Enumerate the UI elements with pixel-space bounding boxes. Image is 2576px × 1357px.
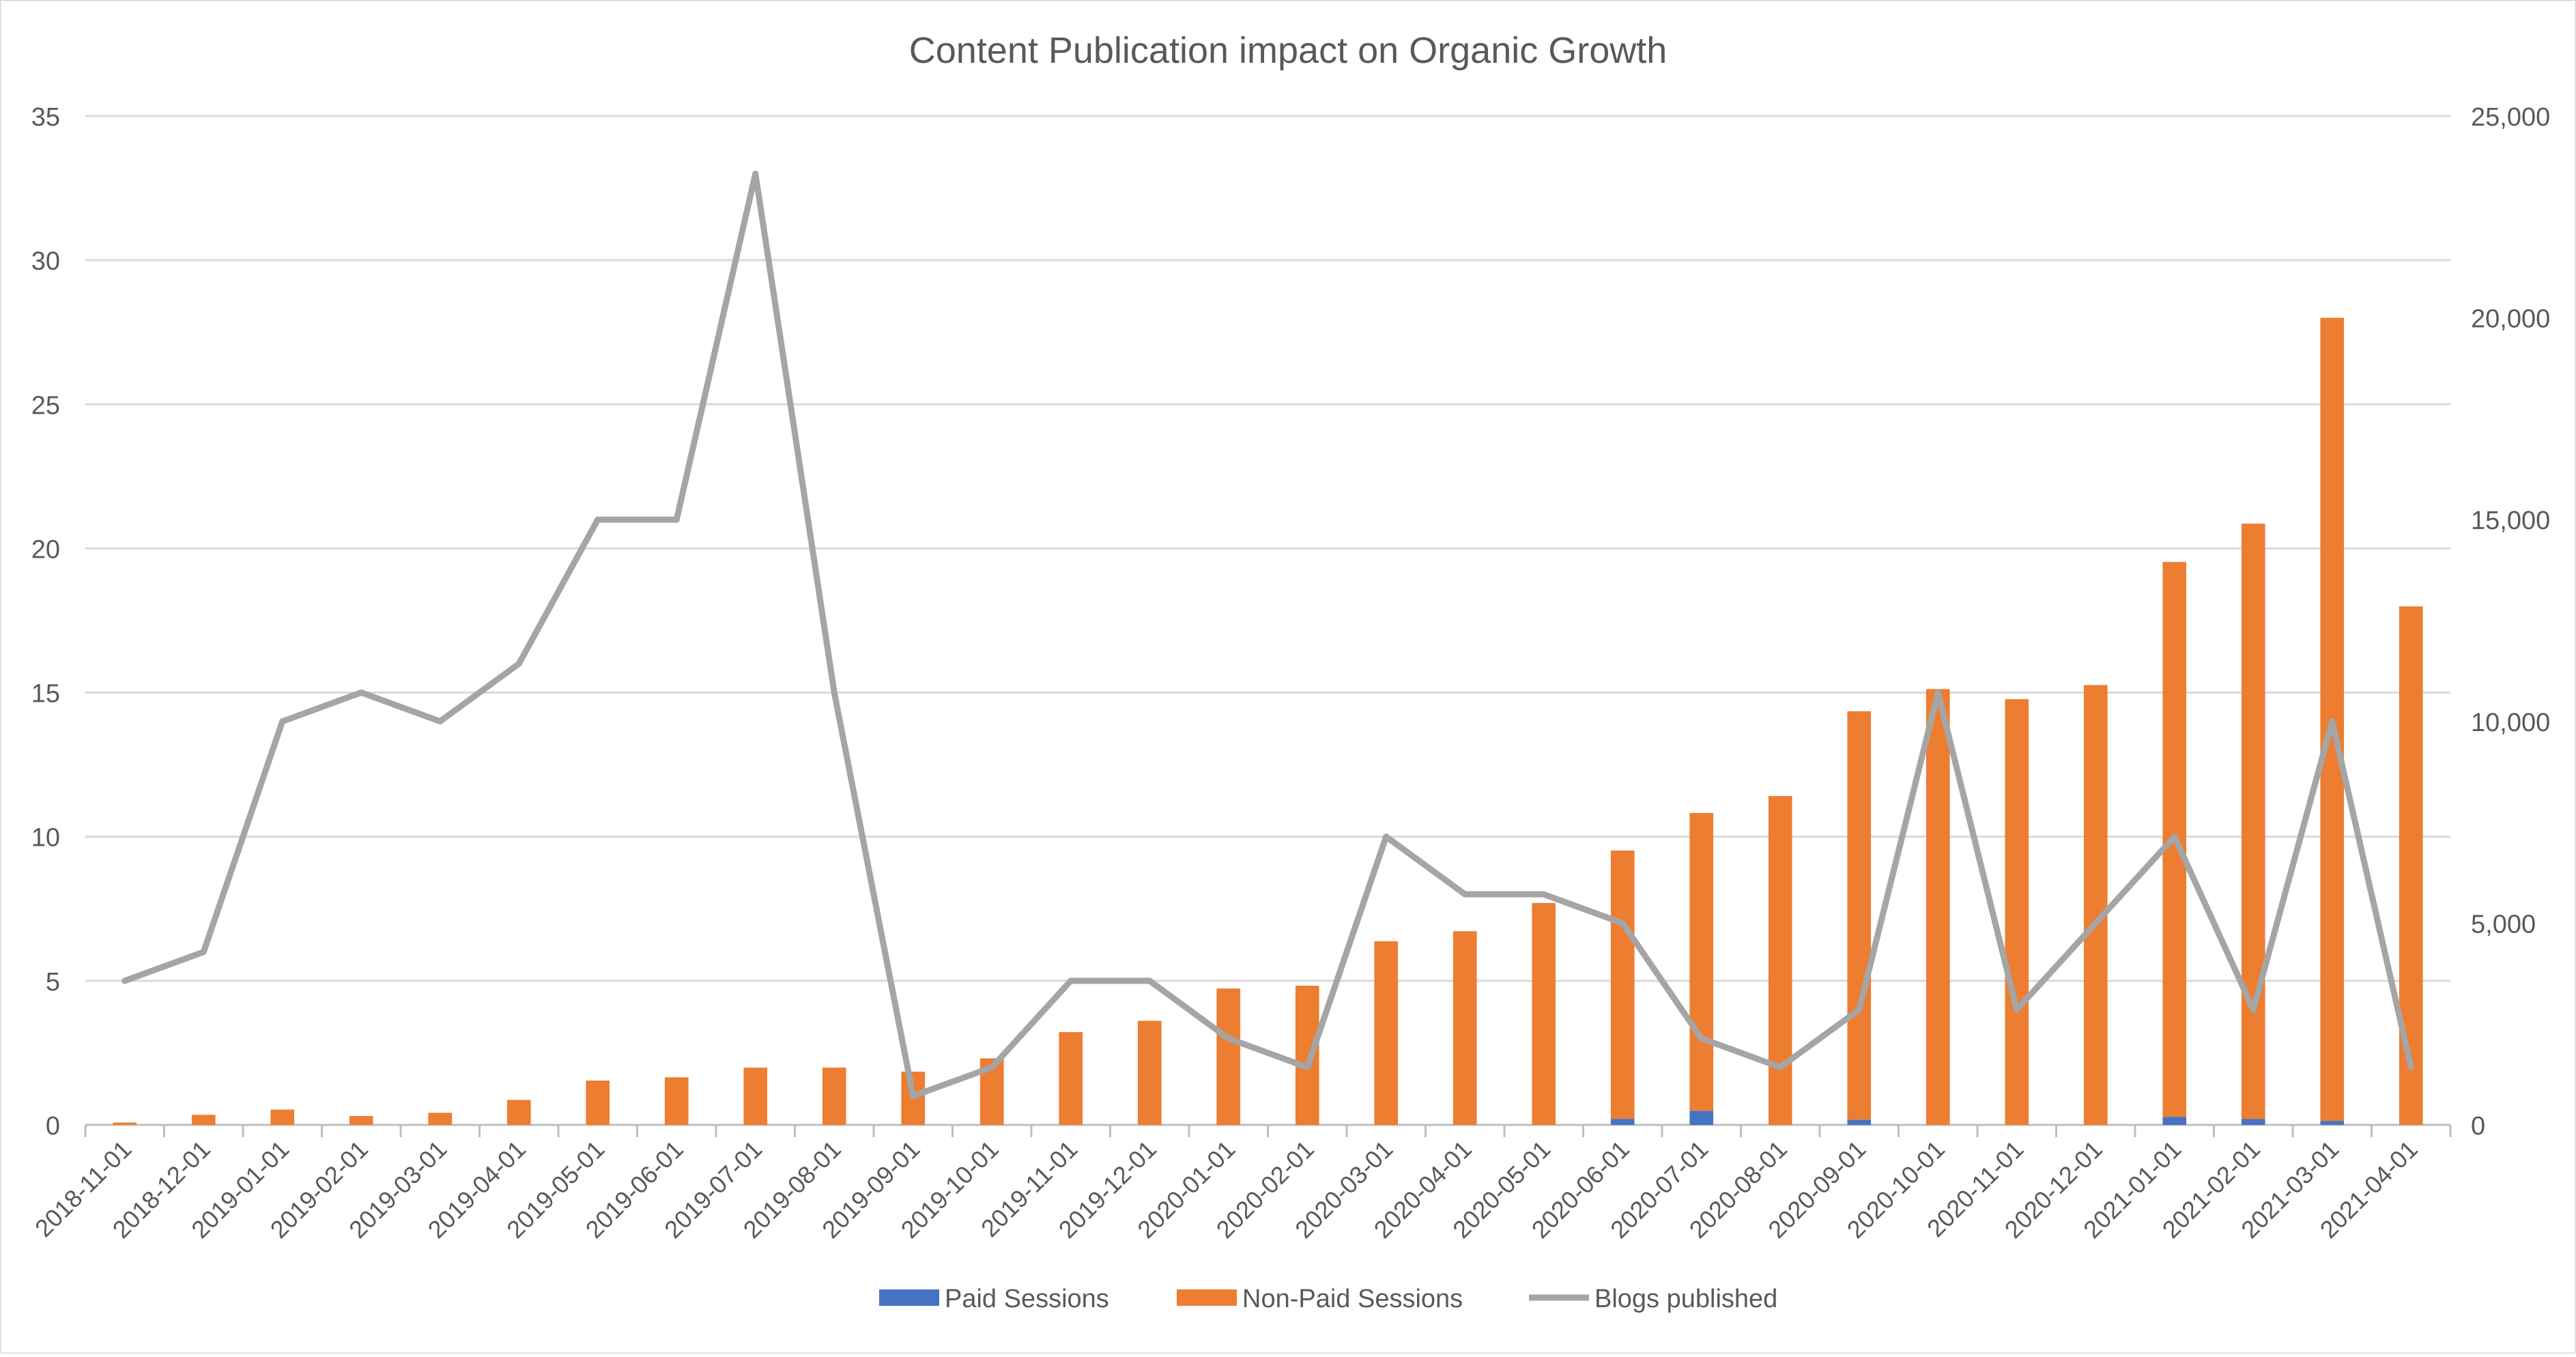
right-axis-tick-label: 20,000 — [2471, 305, 2550, 334]
legend-item: Paid Sessions — [879, 1285, 1109, 1313]
blogs-published-point — [121, 977, 128, 984]
non-paid-sessions-bar — [1452, 931, 1477, 1125]
non-paid-sessions-bar — [743, 1068, 768, 1125]
legend-label: Blogs published — [1594, 1285, 1777, 1313]
non-paid-sessions-bar — [1059, 1032, 1083, 1125]
blogs-published-point — [1541, 891, 1547, 898]
blogs-published-point — [2014, 1006, 2020, 1013]
blogs-published-point — [831, 689, 838, 696]
right-axis-tick-label: 5,000 — [2471, 910, 2536, 939]
blogs-published-point — [988, 1064, 995, 1071]
blogs-published-point — [1225, 1035, 1232, 1042]
non-paid-sessions-bar — [1374, 941, 1399, 1125]
blogs-published-point — [2171, 833, 2178, 840]
blogs-published-point — [673, 516, 680, 523]
left-axis-tick-label: 5 — [46, 968, 60, 997]
right-axis-tick-label: 10,000 — [2471, 709, 2550, 737]
non-paid-sessions-bar — [1216, 988, 1241, 1125]
non-paid-sessions-bar — [1689, 813, 1714, 1111]
left-axis-tick-label: 0 — [46, 1112, 60, 1141]
left-axis-tick-label: 10 — [31, 824, 60, 853]
legend-item: Blogs published — [1529, 1285, 1777, 1313]
blogs-published-point — [279, 718, 286, 725]
non-paid-sessions-bar — [1847, 711, 1872, 1120]
non-paid-sessions-bar — [2241, 524, 2265, 1119]
blogs-published-point — [200, 949, 207, 956]
blogs-published-point — [1068, 977, 1074, 984]
non-paid-sessions-bar — [506, 1100, 531, 1125]
non-paid-sessions-bar — [113, 1122, 137, 1125]
blogs-published-point — [1146, 977, 1153, 984]
paid-sessions-bar — [1610, 1119, 1635, 1125]
non-paid-sessions-bar — [1137, 1020, 1162, 1125]
non-paid-sessions-bar — [428, 1113, 453, 1125]
left-axis-tick-label: 35 — [31, 103, 60, 132]
non-paid-sessions-bar — [349, 1115, 373, 1125]
blogs-published-point — [1777, 1064, 1784, 1071]
paid-sessions-bar — [1689, 1111, 1714, 1125]
legend-item: Non-Paid Sessions — [1177, 1285, 1463, 1313]
legend-swatch — [1177, 1289, 1237, 1306]
paid-sessions-bar — [1847, 1119, 1872, 1125]
blogs-published-line — [121, 170, 2414, 1100]
non-paid-sessions-bar — [191, 1115, 216, 1125]
non-paid-sessions-bar — [822, 1068, 846, 1125]
non-paid-sessions-bar — [586, 1080, 610, 1125]
blogs-published-point — [2329, 718, 2336, 725]
blogs-published-point — [515, 660, 522, 667]
blogs-published-point — [1856, 1006, 1863, 1013]
legend-label: Non-Paid Sessions — [1242, 1285, 1463, 1313]
non-paid-sessions-bar — [2083, 685, 2108, 1125]
blogs-published-point — [1383, 833, 1390, 840]
left-axis-tick-label: 15 — [31, 680, 60, 709]
blogs-published-point — [1304, 1064, 1311, 1071]
non-paid-sessions-bar — [1926, 689, 1950, 1125]
blogs-published-point — [910, 1093, 917, 1100]
blogs-published-point — [358, 689, 364, 696]
non-paid-sessions-bar — [1295, 986, 1319, 1125]
paid-sessions-bar — [2241, 1119, 2265, 1125]
blogs-published-point — [595, 516, 601, 523]
right-axis-tick-label: 25,000 — [2471, 103, 2550, 132]
paid-sessions-bar — [2162, 1117, 2187, 1125]
blogs-published-point — [2250, 1006, 2257, 1013]
line-series — [121, 170, 2414, 1100]
non-paid-sessions-bar — [2005, 699, 2029, 1125]
blogs-published-point — [1934, 689, 1941, 696]
legend-swatch — [879, 1289, 939, 1306]
non-paid-sessions-bar — [270, 1109, 295, 1125]
legend: Paid Sessions Non-Paid Sessions Blogs publ… — [879, 1285, 1777, 1313]
blogs-published-point — [437, 718, 444, 725]
non-paid-sessions-bar — [1768, 796, 1792, 1125]
blogs-published-point — [2407, 1064, 2414, 1071]
paid-sessions-bar — [2320, 1121, 2345, 1125]
blogs-published-point — [752, 170, 759, 177]
blogs-published-point — [1461, 891, 1468, 898]
non-paid-sessions-bar — [1610, 850, 1635, 1119]
right-axis-tick-label: 0 — [2471, 1112, 2485, 1141]
blogs-published-point — [2092, 919, 2099, 926]
non-paid-sessions-bar — [664, 1077, 689, 1125]
left-axis-tick-label: 20 — [31, 535, 60, 564]
blogs-published-point — [1619, 919, 1626, 926]
non-paid-sessions-bar — [1532, 902, 1556, 1125]
left-axis-tick-label: 30 — [31, 247, 60, 276]
legend-label: Paid Sessions — [945, 1285, 1109, 1313]
left-axis-tick-label: 25 — [31, 391, 60, 420]
right-axis-tick-label: 15,000 — [2471, 506, 2550, 535]
non-paid-sessions-bar — [2399, 606, 2423, 1125]
blogs-published-point — [1698, 1035, 1705, 1042]
chart-title: Content Publication impact on Organic Gr… — [909, 30, 1668, 71]
